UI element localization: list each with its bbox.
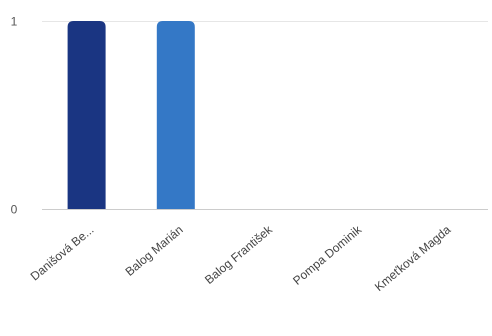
x-category-label: Balog František [202, 222, 276, 287]
bar-1[interactable] [67, 21, 106, 209]
y-axis-ticks: 01 [11, 15, 18, 217]
y-tick-label: 0 [11, 203, 18, 217]
x-axis-labels: Danišová Be... Balog Marián Balog Františe… [28, 222, 454, 294]
x-category-label: Pompa Dominik [290, 222, 365, 288]
bar-2[interactable] [156, 21, 195, 209]
y-tick-label: 1 [11, 15, 18, 29]
grid-layer [42, 21, 488, 210]
bar-layer [67, 21, 195, 209]
x-category-label: Balog Marián [123, 223, 186, 279]
x-category-label: Danišová Be... [28, 223, 97, 284]
x-category-label: Kmeťková Magda [372, 222, 454, 294]
